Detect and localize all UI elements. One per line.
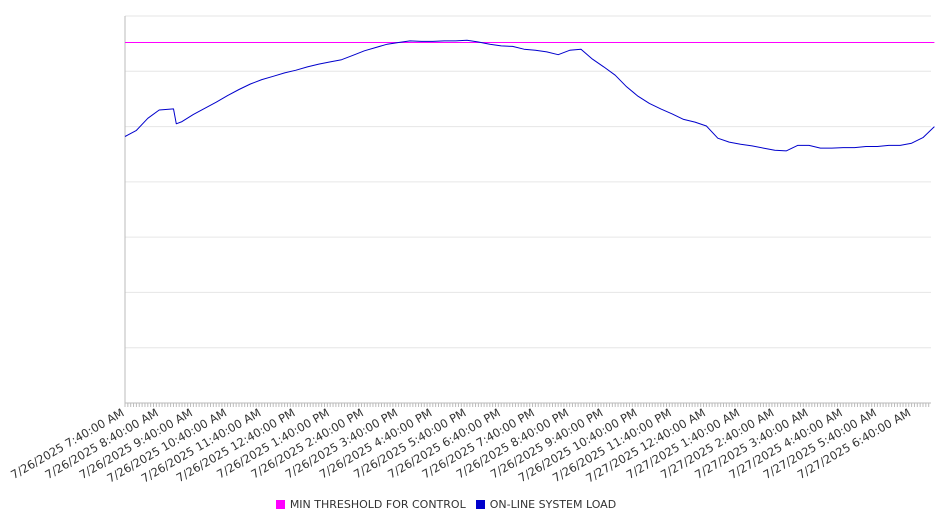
legend-item-threshold[interactable]: MIN THRESHOLD FOR CONTROL (275, 498, 466, 511)
x-axis-tick-labels: 7/26/2025 7:40:00 AM7/26/2025 8:40:00 AM… (8, 405, 913, 485)
gridlines (125, 15, 931, 349)
legend-label-system-load: ON-LINE SYSTEM LOAD (489, 498, 617, 511)
legend-swatch-threshold (275, 500, 285, 509)
legend-swatch-system-load (475, 500, 485, 509)
legend-item-system-load[interactable]: ON-LINE SYSTEM LOAD (475, 498, 617, 511)
series-layer (124, 39, 935, 152)
legend-label-threshold: MIN THRESHOLD FOR CONTROL (289, 498, 466, 511)
legend: MIN THRESHOLD FOR CONTROL ON-LINE SYSTEM… (0, 498, 892, 511)
series-line-system-load[interactable] (124, 39, 935, 152)
x-axis-minor-ticks (124, 403, 930, 407)
